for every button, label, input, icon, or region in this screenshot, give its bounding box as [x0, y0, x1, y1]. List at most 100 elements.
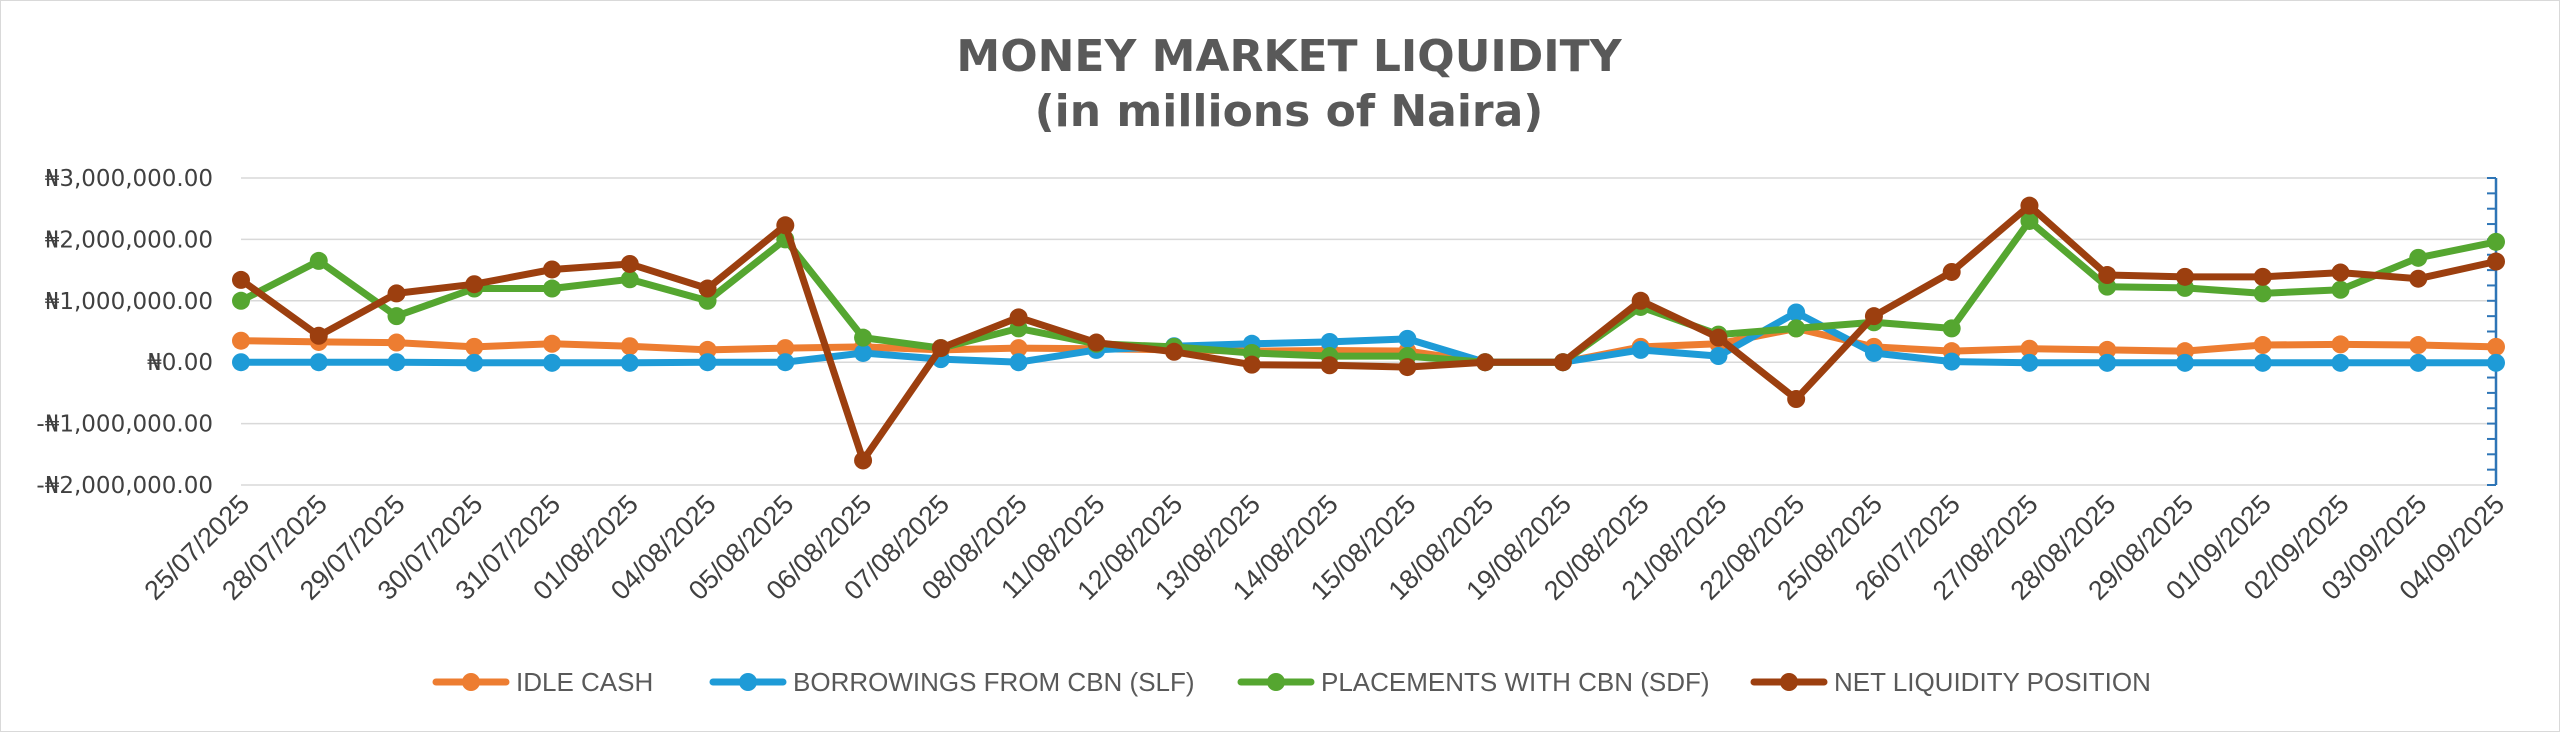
- data-point: [1942, 262, 1961, 281]
- data-point: [232, 331, 250, 350]
- y-tick-label: ₦3,000,000.00: [45, 166, 213, 192]
- data-point: [620, 353, 639, 372]
- y-tick-label: ₦1,000,000.00: [45, 289, 213, 315]
- data-point: [776, 216, 795, 235]
- data-point: [543, 353, 562, 372]
- data-point: [854, 451, 873, 470]
- data-point: [1787, 319, 1806, 338]
- data-point: [2098, 266, 2117, 285]
- series-lines: [232, 196, 2505, 470]
- x-axis-tick-labels: 25/07/202528/07/202529/07/202530/07/2025…: [138, 489, 2510, 606]
- data-point: [465, 337, 484, 356]
- y-tick-label: ₦0.00: [147, 350, 213, 376]
- data-point: [387, 307, 406, 326]
- data-point: [309, 251, 328, 270]
- data-point: [1709, 347, 1728, 366]
- data-point: [2175, 353, 2194, 372]
- data-point: [543, 334, 562, 353]
- legend-label: NET LIQUIDITY POSITION: [1834, 667, 2151, 697]
- data-point: [776, 353, 795, 372]
- legend-swatch-marker: [462, 673, 480, 691]
- data-point: [2098, 340, 2117, 359]
- data-point: [1476, 353, 1495, 372]
- data-point: [2020, 211, 2039, 230]
- y-axis-tick-labels: ₦3,000,000.00 ₦2,000,000.00 ₦1,000,000.00 ₦…: [36, 166, 213, 499]
- legend-swatch-marker: [1780, 673, 1798, 691]
- chart-subtitle: (in millions of Naira): [1035, 86, 1544, 137]
- legend-label: PLACEMENTS WITH CBN (SDF): [1321, 667, 1710, 697]
- data-point: [543, 260, 562, 279]
- legend-item: IDLE CASH: [432, 667, 653, 697]
- legend-label: BORROWINGS FROM CBN (SLF): [793, 667, 1195, 697]
- data-point: [2487, 337, 2505, 356]
- data-point: [1631, 291, 1650, 310]
- data-point: [1787, 390, 1806, 409]
- data-point: [2253, 284, 2272, 303]
- data-point: [776, 339, 795, 358]
- data-point: [2487, 232, 2505, 251]
- data-point: [387, 353, 406, 372]
- data-point: [1553, 353, 1572, 372]
- legend-item: NET LIQUIDITY POSITION: [1750, 667, 2151, 697]
- legend-swatch-marker: [1267, 673, 1285, 691]
- data-point: [1709, 328, 1728, 347]
- data-point: [1009, 353, 1028, 372]
- data-point: [2331, 353, 2350, 372]
- data-point: [854, 343, 873, 362]
- data-point: [620, 254, 639, 273]
- data-point: [1320, 356, 1339, 375]
- data-point: [2487, 353, 2505, 372]
- data-point: [1942, 352, 1961, 371]
- data-point: [1942, 319, 1961, 338]
- data-point: [1320, 332, 1339, 351]
- data-point: [1864, 307, 1883, 326]
- data-point: [232, 353, 250, 372]
- y-tick-label: ₦2,000,000.00: [45, 227, 213, 253]
- data-point: [2409, 336, 2428, 355]
- data-point: [2020, 196, 2039, 215]
- right-axis: [2487, 177, 2498, 486]
- data-point: [1242, 355, 1261, 374]
- gridlines: [241, 177, 2496, 486]
- data-point: [387, 333, 406, 352]
- data-point: [620, 337, 639, 356]
- data-point: [2487, 252, 2505, 271]
- data-point: [1009, 308, 1028, 327]
- y-tick-label: -₦2,000,000.00: [36, 473, 213, 499]
- data-point: [309, 326, 328, 345]
- data-point: [2098, 353, 2117, 372]
- data-point: [1087, 333, 1106, 352]
- data-point: [2020, 339, 2039, 358]
- data-point: [2331, 335, 2350, 354]
- data-point: [543, 279, 562, 298]
- legend-item: BORROWINGS FROM CBN (SLF): [709, 667, 1195, 697]
- data-point: [1787, 303, 1806, 322]
- series-3: [232, 196, 2505, 470]
- data-point: [2331, 263, 2350, 282]
- series-line: [237, 309, 2500, 367]
- data-point: [2409, 353, 2428, 372]
- data-point: [1398, 329, 1417, 348]
- series-line: [237, 324, 2500, 366]
- data-point: [620, 270, 639, 289]
- data-point: [2020, 353, 2039, 372]
- data-point: [1165, 342, 1184, 361]
- legend-item: PLACEMENTS WITH CBN (SDF): [1237, 667, 1710, 697]
- data-point: [1398, 358, 1417, 377]
- data-point: [2331, 280, 2350, 299]
- data-point: [465, 353, 484, 372]
- series-line: [237, 202, 2500, 464]
- y-tick-label: -₦1,000,000.00: [36, 412, 213, 438]
- legend-label: IDLE CASH: [516, 667, 653, 697]
- data-point: [854, 328, 873, 347]
- data-point: [698, 279, 717, 298]
- data-point: [2175, 267, 2194, 286]
- data-point: [232, 291, 250, 310]
- data-point: [1864, 343, 1883, 362]
- data-point: [2409, 248, 2428, 267]
- series-line: [237, 217, 2500, 366]
- data-point: [309, 353, 328, 372]
- data-point: [2253, 336, 2272, 355]
